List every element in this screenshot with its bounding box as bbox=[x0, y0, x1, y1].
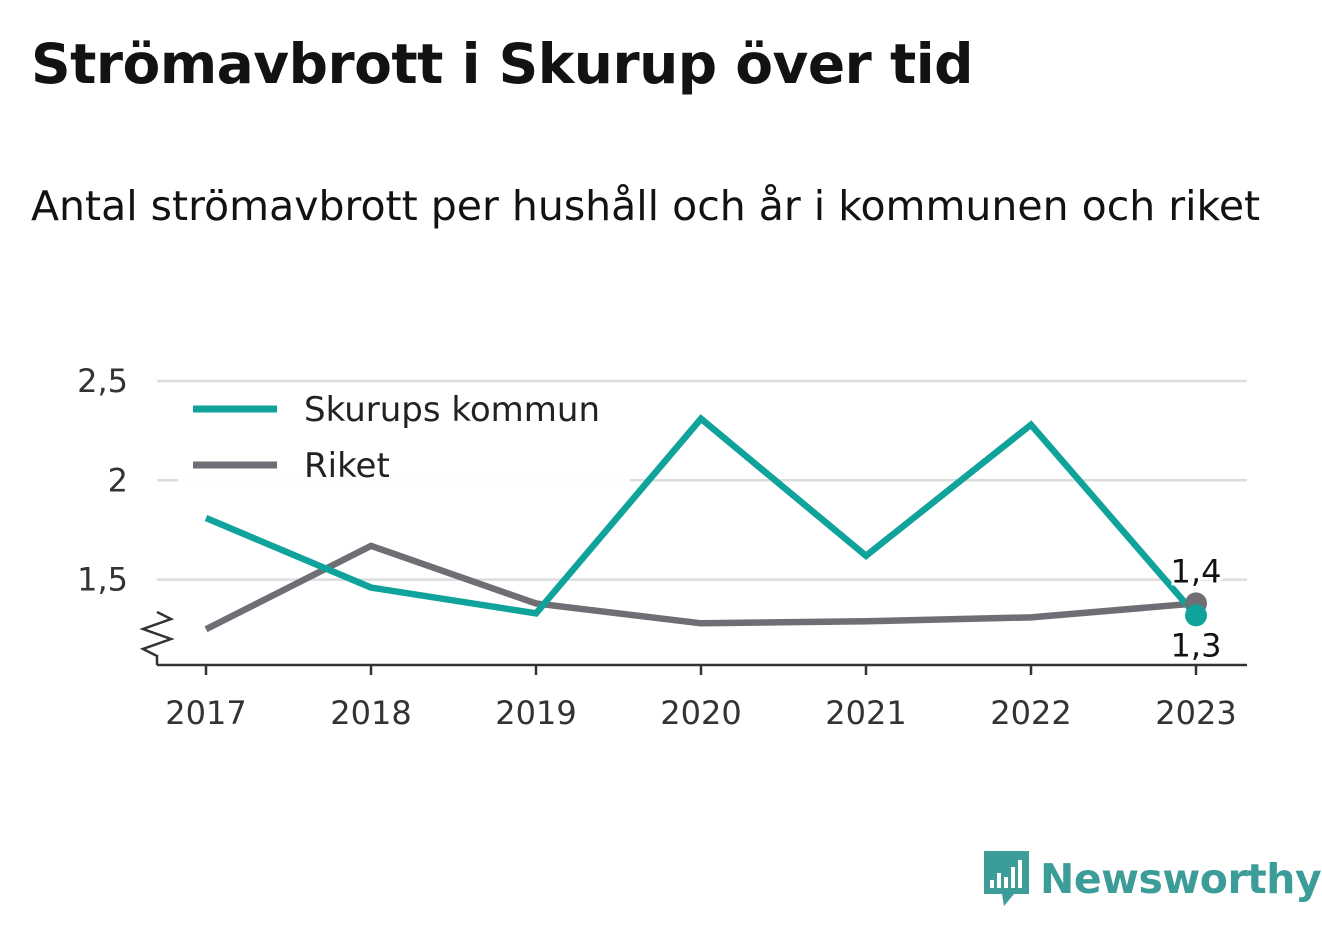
axes: 1,5 2 2,5 2017 2018 2019 2020 2021 2022 2023 bbox=[77, 362, 1247, 732]
y-tick-label: 1,5 bbox=[77, 561, 128, 599]
chart-subtitle: Antal strömavbrott per hushåll och år i … bbox=[31, 182, 1261, 230]
brand-logo: Newsworthy bbox=[982, 848, 1322, 910]
newsworthy-logo-icon bbox=[984, 851, 1029, 906]
end-data-label: 1,3 bbox=[1171, 626, 1222, 664]
x-tick-label: 2020 bbox=[660, 694, 741, 732]
y-tick-label: 2,5 bbox=[77, 362, 128, 400]
end-markers: 1,4 1,3 bbox=[1168, 549, 1225, 667]
legend-label: Riket bbox=[304, 446, 390, 486]
series-line-skurups-kommun bbox=[204, 414, 1199, 618]
y-axis-break bbox=[139, 610, 175, 665]
legend-background bbox=[178, 384, 630, 496]
x-tick-label: 2023 bbox=[1155, 694, 1236, 732]
x-tick-label: 2017 bbox=[165, 694, 246, 732]
y-tick-label: 2 bbox=[108, 461, 128, 499]
series-line-riket bbox=[204, 542, 1197, 633]
x-tick-label: 2021 bbox=[825, 694, 906, 732]
legend: Skurups kommun Riket bbox=[178, 384, 630, 496]
series-lines bbox=[204, 414, 1199, 633]
x-tick-label: 2019 bbox=[495, 694, 576, 732]
x-tick-label: 2018 bbox=[330, 694, 411, 732]
x-tick-label: 2022 bbox=[990, 694, 1071, 732]
legend-label: Skurups kommun bbox=[304, 390, 600, 430]
brand-name: Newsworthy bbox=[1040, 855, 1322, 903]
end-data-label: 1,4 bbox=[1171, 552, 1222, 590]
chart-title: Strömavbrott i Skurup över tid bbox=[31, 32, 973, 96]
end-marker-skurups-kommun bbox=[1185, 604, 1207, 627]
